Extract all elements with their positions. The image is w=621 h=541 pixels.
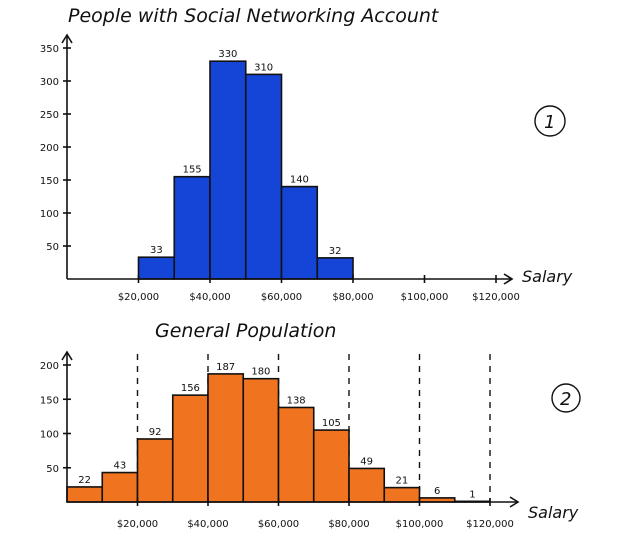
chart1-y-ticks: 50 100 150 200 250 300 350 <box>40 44 71 253</box>
chart2-y-ticks: 50 100 150 200 <box>40 361 71 475</box>
chart2-bar-7 <box>312 429 350 503</box>
chart1-bar-2 <box>209 60 247 280</box>
chart2-value-label-6: 138 <box>287 395 306 406</box>
chart2-bar-4 <box>207 373 245 503</box>
chart2-x-tick-label-1: $40,000 <box>187 519 228 530</box>
chart2-value-label-7: 105 <box>322 418 341 429</box>
chart1-y-tick-label-1: 100 <box>40 209 59 220</box>
chart2-bar-8 <box>348 467 386 503</box>
chart2-bar-3 <box>171 394 209 503</box>
chart1-x-tick-label-4: $100,000 <box>401 292 449 303</box>
chart1-value-label-0: 33 <box>150 245 163 256</box>
chart1-y-tick-label-2: 150 <box>40 176 59 187</box>
chart1-bar-5 <box>316 257 354 280</box>
chart2-x-axis-arrow <box>509 496 520 508</box>
chart1-x-ticks: $20,000 $40,000 $60,000 $80,000 $100,000 $120… <box>118 275 520 303</box>
chart2-y-tick-label-2: 150 <box>40 395 59 406</box>
chart2-bar-0 <box>66 486 104 503</box>
chart2-x-tick-label-4: $100,000 <box>396 519 444 530</box>
chart2-x-tick-label-5: $120,000 <box>466 519 514 530</box>
chart2-value-label-9: 21 <box>396 476 409 487</box>
chart2-value-label-10: 6 <box>434 486 440 497</box>
chart2-bar-6 <box>277 406 315 503</box>
chart1-y-tick-label-5: 300 <box>40 77 59 88</box>
chart1-x-tick-label-0: $20,000 <box>118 292 159 303</box>
chart1-bar-3 <box>244 73 283 280</box>
chart2-value-label-8: 49 <box>360 456 373 467</box>
chart2-bar-9 <box>383 486 421 503</box>
chart1-value-label-5: 32 <box>329 246 342 257</box>
chart2-y-tick-label-0: 50 <box>46 464 59 475</box>
chart1-y-tick-label-3: 200 <box>40 143 59 154</box>
chart1-value-label-3: 310 <box>254 62 273 73</box>
chart2-bar-2 <box>136 438 174 503</box>
chart2-x-tick-label-2: $60,000 <box>258 519 299 530</box>
chart2-value-label-2: 92 <box>149 427 162 438</box>
chart2-bar-5 <box>242 377 280 503</box>
chart-general-population: General Population 22 43 92 156 187 180 138 105… <box>40 320 581 530</box>
chart2-value-label-5: 180 <box>251 367 270 378</box>
chart2-x-tick-label-3: $80,000 <box>328 519 369 530</box>
chart1-x-tick-label-3: $80,000 <box>332 292 373 303</box>
chart2-x-tick-label-0: $20,000 <box>117 519 158 530</box>
chart1-bar-0 <box>137 256 176 280</box>
chart1-y-axis-arrow <box>61 33 73 44</box>
chart2-value-label-0: 22 <box>78 475 91 486</box>
chart1-value-label-2: 330 <box>218 49 237 60</box>
chart1-x-axis-label: Salary <box>522 267 573 286</box>
chart2-value-label-11: 1 <box>469 489 475 500</box>
chart2-marker: 2 <box>560 389 571 410</box>
chart2-y-tick-label-3: 200 <box>40 361 59 372</box>
chart1-x-tick-label-1: $40,000 <box>189 292 230 303</box>
chart2-title: General Population <box>155 320 336 342</box>
chart1-marker: 1 <box>544 112 555 133</box>
chart1-bar-4 <box>280 185 319 280</box>
chart1-marker-circle <box>534 105 566 137</box>
chart2-y-axis-arrow <box>61 350 73 361</box>
chart1-y-tick-label-6: 350 <box>40 44 59 55</box>
chart1-value-label-4: 140 <box>290 175 309 186</box>
chart1-value-label-1: 155 <box>183 165 202 176</box>
chart2-bar-1 <box>101 471 139 503</box>
chart2-x-axis-label: Salary <box>528 503 579 522</box>
chart2-bars <box>66 373 491 503</box>
chart-social-networking: People with Social Networking Account 33… <box>40 5 573 303</box>
chart1-y-tick-label-0: 50 <box>46 242 59 253</box>
chart1-title: People with Social Networking Account <box>68 5 440 27</box>
chart2-value-label-1: 43 <box>114 461 127 472</box>
chart1-y-tick-label-4: 250 <box>40 110 59 121</box>
chart2-value-labels: 22 43 92 156 187 180 138 105 49 21 6 1 <box>78 362 475 500</box>
chart2-value-label-3: 156 <box>181 383 200 394</box>
chart1-bar-1 <box>173 175 211 280</box>
chart1-axes <box>61 33 514 285</box>
chart1-x-tick-label-5: $120,000 <box>472 292 520 303</box>
chart1-bars <box>137 60 354 280</box>
chart2-x-ticks: $20,000 $40,000 $60,000 $80,000 $100,000 $120… <box>117 498 514 530</box>
chart2-value-label-4: 187 <box>216 362 235 373</box>
chart2-axes <box>61 350 520 508</box>
chart1-x-tick-label-2: $60,000 <box>261 292 302 303</box>
chart1-value-labels: 33 155 330 310 140 32 <box>150 49 341 257</box>
chart2-marker-circle <box>551 383 581 413</box>
chart2-y-tick-label-1: 100 <box>40 430 59 441</box>
chart1-x-axis-arrow <box>503 273 514 285</box>
